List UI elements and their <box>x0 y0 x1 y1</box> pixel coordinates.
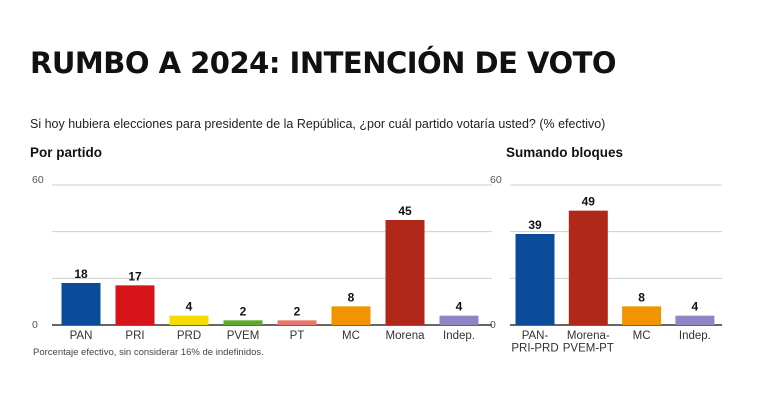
party-bar <box>331 306 371 325</box>
bloc-bar <box>568 210 608 325</box>
left-chart-title: Por partido <box>30 145 103 160</box>
party-ytick-label: 0 <box>32 319 38 331</box>
party-category-label: Morena <box>386 330 426 342</box>
party-category-label: PAN <box>70 330 93 342</box>
footnote: Porcentaje efectivo, sin considerar 16% … <box>33 347 264 358</box>
bloc-value-label: 39 <box>528 218 542 232</box>
party-category-label: Indep. <box>443 330 475 342</box>
bloc-category-label: PAN- <box>522 330 549 342</box>
party-category-label: MC <box>342 330 360 342</box>
bloc-category-label: PRI-PRD <box>511 343 558 355</box>
bloc-category-label: Morena- <box>567 330 610 342</box>
bloc-bar <box>622 306 662 325</box>
bloc-bar <box>515 234 555 325</box>
party-value-label: 8 <box>348 290 355 304</box>
chart-subtitle: Si hoy hubiera elecciones para president… <box>30 117 606 131</box>
party-value-label: 45 <box>398 204 412 218</box>
party-value-label: 4 <box>186 300 193 314</box>
party-bar <box>385 220 425 325</box>
bloc-value-label: 49 <box>582 195 596 209</box>
party-category-label: PRI <box>125 330 144 342</box>
party-value-label: 2 <box>294 304 301 318</box>
party-value-label: 2 <box>240 304 247 318</box>
party-category-label: PRD <box>177 330 201 342</box>
party-bar <box>277 320 317 325</box>
party-category-label: PT <box>290 330 305 342</box>
bloc-ytick-label: 0 <box>490 319 496 331</box>
party-ytick-label: 60 <box>32 174 44 186</box>
bloc-ytick-label: 60 <box>490 174 502 186</box>
party-bar <box>223 320 263 325</box>
bloc-category-label: MC <box>633 330 651 342</box>
bloc-value-label: 4 <box>692 300 699 314</box>
party-category-label: PVEM <box>227 330 260 342</box>
bloc-category-label: Indep. <box>679 330 711 342</box>
party-bar <box>61 283 101 325</box>
bloc-category-label: PVEM-PT <box>563 343 614 355</box>
right-chart-title: Sumando bloques <box>506 145 624 160</box>
chart-title: RUMBO A 2024: INTENCIÓN DE VOTO <box>30 46 617 80</box>
party-value-label: 18 <box>74 267 88 281</box>
party-value-label: 17 <box>128 269 142 283</box>
party-value-label: 4 <box>456 300 463 314</box>
party-bar <box>169 315 209 325</box>
party-bar <box>115 285 155 325</box>
bloc-bar <box>675 315 715 325</box>
party-bar <box>439 315 479 325</box>
bloc-value-label: 8 <box>638 290 645 304</box>
